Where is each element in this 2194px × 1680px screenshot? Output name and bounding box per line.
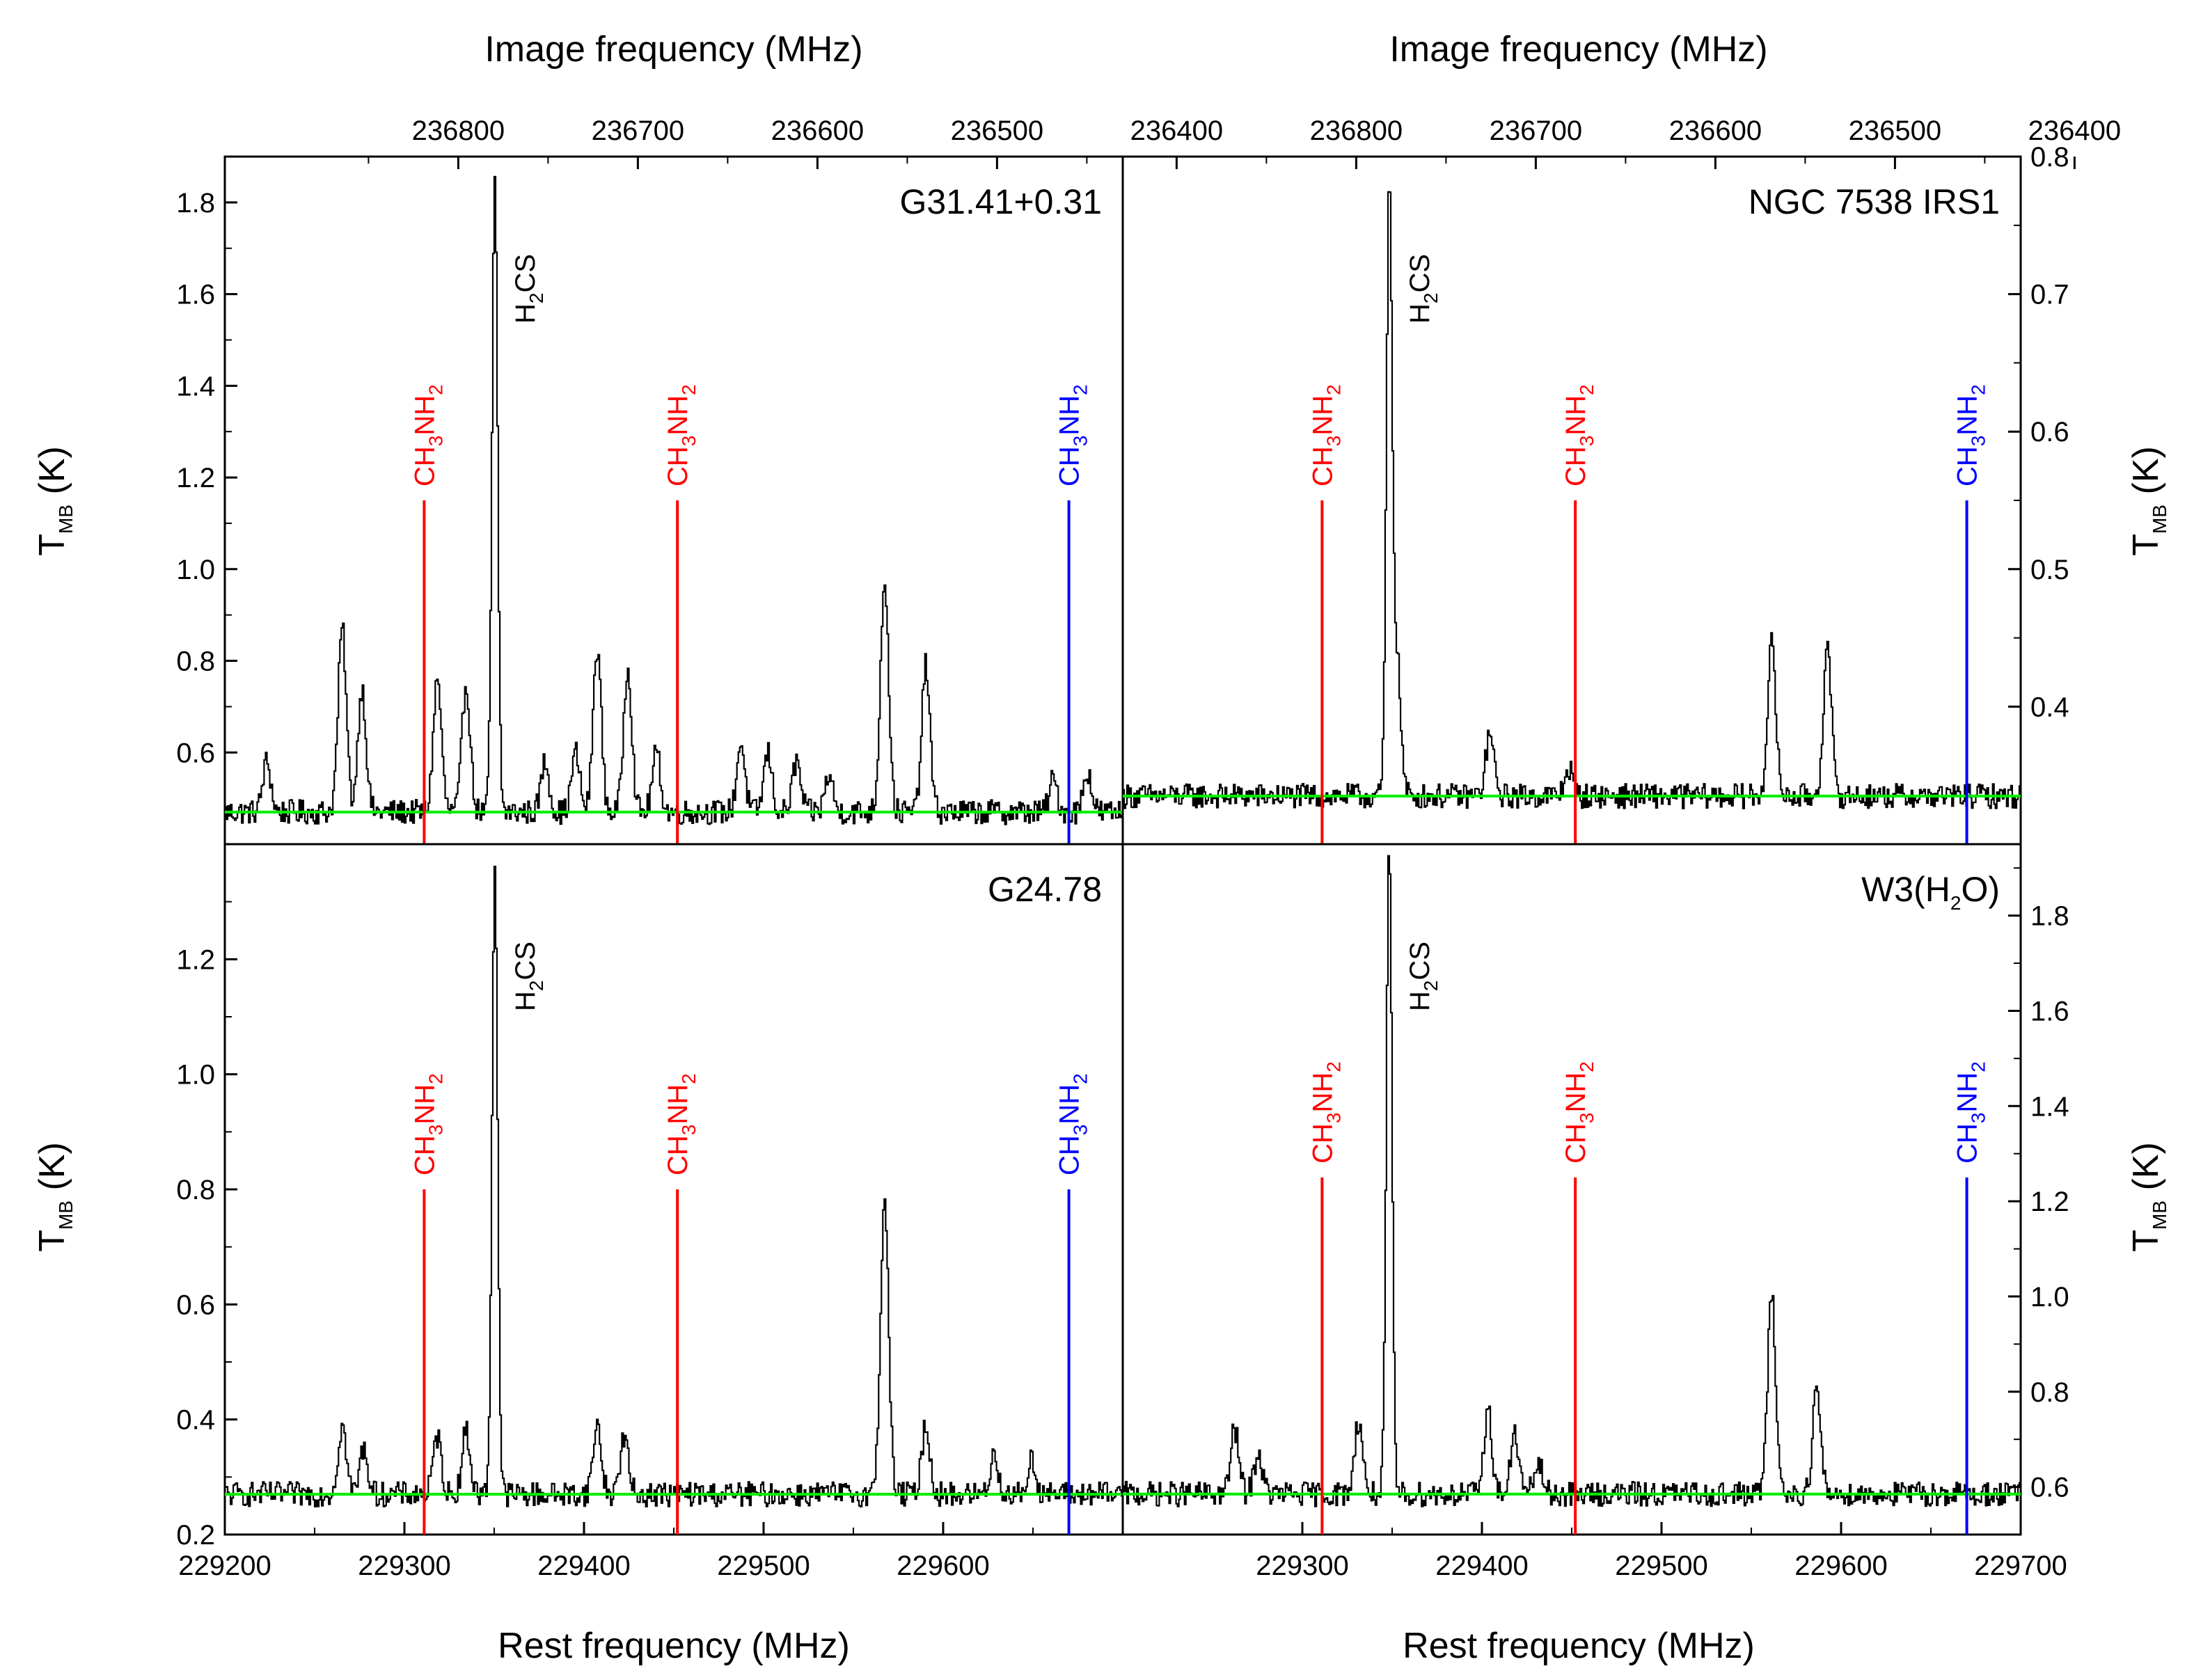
x-tick-label: 229300 [1256,1551,1348,1581]
x-tick-label: 229600 [1794,1551,1887,1581]
y-tick-label: 1.2 [176,463,215,493]
y-axis-title-bottom-left: TMB (K) [32,1142,77,1252]
y-tick-label: 0.8 [2030,1377,2069,1408]
transition-marker-label: CH3NH2 [1561,384,1597,486]
y-tick-label: 1.0 [176,1060,215,1091]
x-tick-label: 229300 [358,1551,450,1581]
y-tick-label: 1.4 [2030,1091,2069,1122]
transition-marker-label: CH3NH2 [1307,384,1344,486]
y-axis-title-top-right: TMB (K) [2126,446,2170,556]
panel-label: G24.78 [988,870,1102,909]
top-tick-label: 236400 [2028,116,2121,146]
y-tick-label: 1.0 [176,555,215,585]
y-tick-label: 1.0 [2030,1282,2069,1313]
y-tick-label: 0.2 [176,1520,215,1551]
y-tick-label: 0.8 [176,647,215,677]
panel-top-left: 0.6 0.8 1.0 1.2 1.4 1.6 1.8 236800 236700 236600 2… [176,116,1223,846]
transition-marker-label: CH3NH2 [1952,1061,1989,1164]
top-tick-label: 236400 [1130,116,1223,146]
top-axis-title-left: Image frequency (MHz) [484,29,862,70]
y-tick-label: 0.4 [176,1405,215,1436]
panel-bottom-right: 0.6 0.8 1.0 1.2 1.4 1.6 1.8 229300 229400 229500 2… [1121,843,2069,1581]
transition-marker-label: CH3NH2 [1561,1061,1597,1164]
panel-label: NGC 7538 IRS1 [1749,182,2000,221]
panels-group: 0.6 0.8 1.0 1.2 1.4 1.6 1.8 236800 236700 236600 2… [176,116,2121,1581]
spectrum-line [1123,191,2021,809]
top-tick-label: 236700 [1490,116,1582,146]
y-tick-label: 1.8 [2030,901,2069,932]
top-tick-label: 236600 [1669,116,1762,146]
bottom-axis-title-left: Rest frequency (MHz) [498,1626,850,1666]
x-tick-label: 229600 [897,1551,989,1581]
top-tick-label: 236700 [592,116,684,146]
panel-label: W3(H2O) [1861,870,2000,914]
transition-marker-label: CH3NH2 [663,1073,700,1175]
y-tick-label: 1.6 [176,280,215,310]
y-tick-label: 1.2 [176,944,215,975]
y-tick-label: 0.4 [2030,692,2069,722]
y-tick-label: 0.6 [176,1290,215,1320]
y-tick-label: 0.6 [176,738,215,768]
species-label: H2CS [510,942,547,1011]
top-axis-title-right: Image frequency (MHz) [1389,29,1767,70]
panel-label: G31.41+0.31 [899,182,1102,221]
species-label: H2CS [510,254,547,324]
panel-top-right: 0.4 0.5 0.6 0.7 0.8 236800 236700 236600 236500 2… [1121,116,2121,846]
top-tick-label: 236800 [1310,116,1403,146]
transition-marker-label: CH3NH2 [1952,384,1989,486]
x-tick-label: 229200 [178,1551,271,1581]
y-axis-title-top-left: TMB (K) [32,446,77,556]
top-tick-label: 236500 [1849,116,1941,146]
transition-marker-label: CH3NH2 [409,1073,446,1175]
transition-marker-label: CH3NH2 [1055,384,1091,486]
transition-marker-label: CH3NH2 [1307,1061,1344,1164]
transition-marker-label: CH3NH2 [663,384,700,486]
top-tick-label: 236600 [771,116,864,146]
panel-bottom-left: 0.2 0.4 0.6 0.8 1.0 1.2 229200 229300 229400 2295… [176,843,1124,1581]
y-tick-label: 0.6 [2030,417,2069,447]
y-tick-label: 1.4 [176,371,215,402]
top-tick-label: 236500 [951,116,1043,146]
bottom-axis-title-right: Rest frequency (MHz) [1403,1626,1755,1666]
species-label: H2CS [1405,254,1442,324]
y-tick-label: 0.5 [2030,555,2069,585]
x-tick-label: 229500 [1615,1551,1707,1581]
x-tick-label: 229400 [1435,1551,1528,1581]
y-tick-label: 0.8 [176,1175,215,1205]
x-tick-label: 229500 [717,1551,810,1581]
y-tick-label: 0.8 [2030,142,2069,173]
y-axis-title-bottom-right: TMB (K) [2126,1142,2170,1252]
x-tick-label: 229400 [537,1551,630,1581]
y-tick-label: 1.2 [2030,1187,2069,1217]
top-tick-label: 236800 [412,116,505,146]
y-tick-label: 0.7 [2030,280,2069,310]
y-tick-label: 1.6 [2030,996,2069,1027]
y-tick-label: 1.8 [176,188,215,219]
x-tick-label: 229700 [1974,1551,2067,1581]
y-tick-label: 0.6 [2030,1473,2069,1503]
species-label: H2CS [1405,942,1442,1011]
transition-marker-label: CH3NH2 [409,384,446,486]
spectrum-line [225,865,1123,1507]
transition-marker-label: CH3NH2 [1055,1073,1091,1175]
